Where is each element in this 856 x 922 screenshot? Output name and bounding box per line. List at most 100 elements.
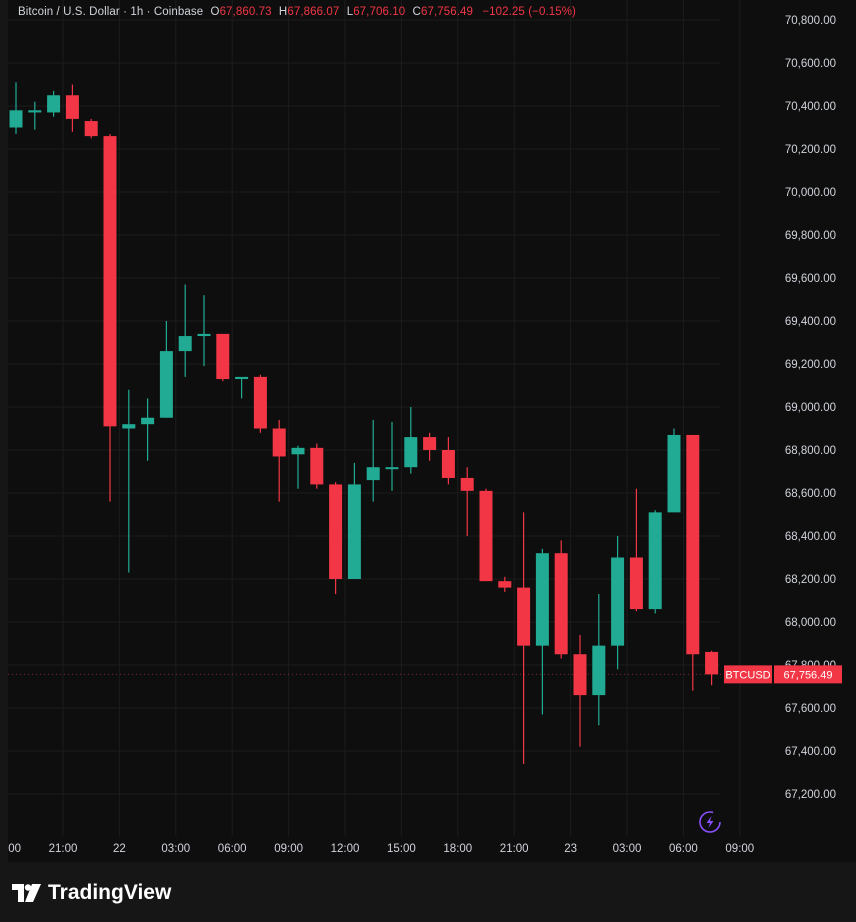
tradingview-logo-icon xyxy=(12,884,41,902)
x-tick-label: 06:00 xyxy=(669,843,698,855)
y-tick-label: 70,200.00 xyxy=(785,144,836,156)
candle xyxy=(385,422,399,491)
candle xyxy=(629,488,643,612)
high-value: 67,866.07 xyxy=(287,6,340,18)
candle-body xyxy=(84,121,98,137)
candle-body xyxy=(310,447,324,485)
open-label: O xyxy=(210,6,220,18)
y-tick-label: 68,200.00 xyxy=(785,574,836,586)
footer: TradingView xyxy=(0,862,856,922)
candle xyxy=(178,284,192,377)
change-value: −102.25 (−0.15%) xyxy=(482,6,576,18)
candle xyxy=(573,634,587,747)
y-tick-label: 70,600.00 xyxy=(785,58,836,70)
high-label: H xyxy=(278,6,288,18)
candle xyxy=(47,90,61,117)
x-tick-label: 18:00 xyxy=(8,843,21,855)
candlestick-chart[interactable]: 70,800.00 70,600.00 70,400.00 70,200.00 70,0… xyxy=(8,0,856,862)
candle xyxy=(197,295,211,367)
candle xyxy=(686,434,700,691)
x-tick-label: 09:00 xyxy=(725,843,754,855)
y-tick-label: 69,400.00 xyxy=(785,316,836,328)
candle xyxy=(611,536,625,670)
candle xyxy=(705,650,719,686)
open-value: 67,860.73 xyxy=(219,6,272,18)
y-tick-label: 67,600.00 xyxy=(785,703,836,715)
close-label: C xyxy=(412,6,421,18)
y-tick-label: 70,800.00 xyxy=(785,15,836,27)
y-tick-label: 68,400.00 xyxy=(785,531,836,543)
candle xyxy=(535,548,549,715)
tradingview-brand: TradingView xyxy=(48,881,172,904)
candle xyxy=(103,133,117,502)
chart-panel[interactable]: 70,800.00 70,600.00 70,400.00 70,200.00 70,0… xyxy=(8,0,856,862)
price-tag: BTCUSD 67,756.49 xyxy=(724,665,842,684)
candle-body xyxy=(648,512,662,610)
candle-body xyxy=(535,553,549,646)
close-value: 67,756.49 xyxy=(420,6,474,18)
y-tick-label: 70,000.00 xyxy=(785,187,836,199)
price-tag-value: 67,756.49 xyxy=(784,669,833,681)
candle xyxy=(423,432,437,461)
candle xyxy=(159,321,173,418)
candle xyxy=(9,82,23,134)
candle xyxy=(404,407,418,474)
candle xyxy=(460,467,474,536)
time-axis[interactable]: 18:00 21:00 22 03:00 06:00 09:00 12:00 15:00 18:… xyxy=(8,843,754,855)
candle-body xyxy=(347,484,361,579)
price-axis[interactable]: 70,800.00 70,600.00 70,400.00 70,200.00 70,0… xyxy=(785,15,836,801)
replay-lightning-icon[interactable] xyxy=(699,811,721,833)
candle-body xyxy=(65,95,79,119)
x-tick-label: 03:00 xyxy=(613,843,642,855)
x-tick-label: 22 xyxy=(113,843,126,855)
candle xyxy=(648,510,662,614)
candle xyxy=(141,398,155,461)
candle xyxy=(65,84,79,132)
y-tick-label: 68,600.00 xyxy=(785,488,836,500)
price-tag-value-bg xyxy=(774,665,842,684)
candle xyxy=(592,594,606,726)
candle-body xyxy=(47,95,61,113)
candle-body xyxy=(479,490,493,582)
candle xyxy=(479,488,493,582)
candle-body xyxy=(235,376,249,380)
candle xyxy=(498,576,512,592)
candle xyxy=(28,101,42,130)
x-tick-label: 21:00 xyxy=(49,843,78,855)
candle-body xyxy=(28,110,42,113)
candle-body xyxy=(592,645,606,696)
candle xyxy=(329,482,343,595)
grid-lines xyxy=(8,0,741,836)
chart-header: Bitcoin / U.S. Dollar · 1h · Coinbase O6… xyxy=(18,6,576,18)
candle xyxy=(667,428,681,513)
y-tick-label: 68,000.00 xyxy=(785,617,836,629)
y-tick-label: 69,000.00 xyxy=(785,402,836,414)
candle-body xyxy=(423,437,437,450)
candle xyxy=(291,445,305,489)
candle xyxy=(366,419,380,502)
y-tick-label: 67,400.00 xyxy=(785,746,836,758)
low-label: L xyxy=(346,6,354,18)
candle-body xyxy=(272,428,286,457)
candle-body xyxy=(178,336,192,352)
y-tick-label: 70,400.00 xyxy=(785,101,836,113)
price-tag-symbol: BTCUSD xyxy=(725,669,770,681)
candle xyxy=(122,389,136,573)
candle xyxy=(272,419,286,502)
candle xyxy=(84,118,98,139)
candle-body xyxy=(9,110,23,128)
candle-body xyxy=(216,333,230,380)
candle-body xyxy=(554,553,568,655)
y-tick-label: 67,200.00 xyxy=(785,789,836,801)
candle xyxy=(310,443,324,489)
tradingview-logo[interactable]: TradingView xyxy=(12,880,171,906)
candle xyxy=(235,376,249,399)
candle-body xyxy=(103,136,117,427)
candle xyxy=(347,462,361,579)
candle xyxy=(216,333,230,382)
candle-body xyxy=(141,417,155,425)
x-tick-label: 21:00 xyxy=(500,843,529,855)
x-tick-label: 12:00 xyxy=(331,843,360,855)
symbol-label[interactable]: Bitcoin / U.S. Dollar · 1h · Coinbase xyxy=(18,6,204,18)
candle-body xyxy=(573,654,587,696)
